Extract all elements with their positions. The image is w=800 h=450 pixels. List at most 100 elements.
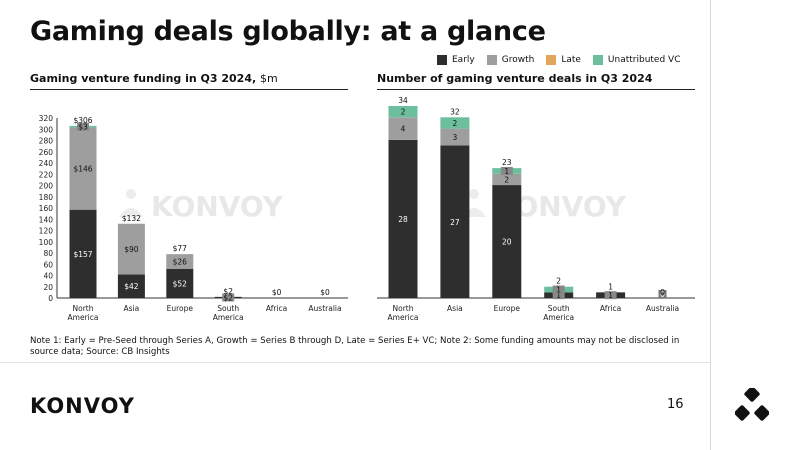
y-tick-label: 60 (43, 260, 53, 269)
x-tick-label: South (217, 304, 239, 313)
page-number: 16 (667, 397, 684, 412)
watermark-body-icon (119, 208, 143, 217)
y-tick-label: 160 (39, 204, 54, 213)
page-title: Gaming deals globally: at a glance (30, 16, 546, 47)
segment-label-unattributed-vc-north-america: 2 (401, 108, 406, 117)
x-tick-label: America (213, 313, 244, 322)
bar-growth-europe (492, 173, 522, 186)
watermark-head-icon (469, 189, 479, 199)
bar-unattributed-vc-north-america (388, 106, 418, 118)
footer-divider (0, 362, 710, 363)
bar-early-asia (440, 145, 470, 298)
legend-item-late: Late (546, 55, 581, 65)
y-tick-label: 300 (39, 125, 54, 134)
segment-label-growth-asia: 3 (453, 133, 458, 142)
segment-label-early-asia: $42 (124, 282, 139, 291)
x-tick-label: Asia (447, 304, 463, 313)
y-tick-label: 220 (39, 170, 54, 179)
small-label-bg (77, 122, 89, 131)
total-label-africa: $0 (272, 288, 282, 297)
bar-unattributed-vc-asia (440, 117, 470, 129)
x-tick-label: Africa (600, 304, 621, 313)
y-tick-label: 240 (39, 159, 54, 168)
bar-growth-asia (440, 128, 470, 146)
konvoy-mark-icon (735, 388, 769, 421)
x-tick-label: North (393, 304, 414, 313)
total-label-australia: 0 (660, 288, 665, 297)
total-label-asia: 32 (450, 107, 460, 116)
y-tick-label: 80 (43, 249, 53, 258)
total-label-europe: $77 (173, 244, 188, 253)
segment-label-early-south-america: 1 (556, 291, 561, 300)
segment-label-early-south-america: $2 (223, 293, 233, 302)
deals-chart-title: Number of gaming venture deals in Q3 202… (377, 72, 653, 85)
y-tick-label: 200 (39, 182, 54, 191)
legend-label-late: Late (561, 55, 581, 65)
x-tick-label: South (548, 304, 570, 313)
segment-label-growth-europe: $26 (173, 257, 188, 266)
y-tick-label: 40 (43, 272, 53, 281)
x-tick-label: America (388, 313, 419, 322)
legend-swatch-late (546, 55, 557, 65)
segment-label-early-asia: 27 (450, 218, 460, 227)
small-label-bg (222, 293, 235, 302)
small-label-bg (658, 290, 667, 298)
total-label-africa: 1 (608, 282, 613, 291)
segment-label-early-africa: 1 (608, 291, 613, 300)
watermark-text: KONVOY (151, 190, 284, 223)
bar-early-europe (492, 185, 522, 298)
legend-item-growth: Growth (486, 55, 534, 65)
segment-label-growth-north-america: $146 (73, 165, 92, 174)
total-label-australia: $0 (320, 288, 330, 297)
segment-label-growth-asia: $90 (124, 245, 139, 254)
legend-swatch-unattributed (592, 55, 603, 65)
y-tick-label: 280 (39, 137, 54, 146)
bar-early-north-america (388, 139, 418, 298)
x-tick-label: Africa (266, 304, 287, 313)
funding-chart-title: Gaming venture funding in Q3 2024, $m (30, 72, 278, 85)
segment-label-early-australia: 0 (660, 290, 665, 299)
segment-label-unattributed-vc-asia: 2 (453, 119, 458, 128)
total-label-asia: $132 (122, 214, 141, 223)
y-tick-label: 120 (39, 227, 54, 236)
x-tick-label: America (68, 313, 99, 322)
bar-early-north-america (69, 209, 97, 298)
y-tick-label: 100 (39, 238, 54, 247)
segment-label-unattributed-vc-south-america: 1 (556, 286, 561, 295)
total-label-south-america: $2 (223, 287, 233, 296)
right-divider (710, 0, 711, 450)
legend-label-unattributed: Unattributed VC (607, 55, 681, 65)
funding-chart-title-text: Gaming venture funding in Q3 2024, (30, 72, 257, 85)
segment-label-growth-north-america: 4 (401, 125, 406, 134)
footnote: Note 1: Early = Pre-Seed through Series … (30, 336, 680, 357)
segment-label-early-europe: 20 (502, 238, 512, 247)
bar-growth-north-america (69, 127, 97, 210)
segment-label-growth-europe: 2 (504, 175, 509, 184)
bar-growth-north-america (388, 117, 418, 140)
funding-chart-title-rule (30, 89, 348, 90)
x-tick-label: Europe (494, 304, 521, 313)
segment-label-unattributed-vc-north-america: $3 (78, 123, 88, 132)
bar-early-asia (117, 274, 145, 298)
bar-growth-asia (117, 223, 145, 275)
bar-growth-europe (166, 254, 194, 269)
bar-early-europe (166, 268, 194, 298)
legend-swatch-early (437, 55, 447, 65)
deals-chart-title-rule (377, 89, 695, 90)
segment-label-early-north-america: 28 (398, 215, 408, 224)
y-tick-label: 180 (39, 193, 54, 202)
x-tick-label: Europe (167, 304, 194, 313)
y-tick-label: 140 (39, 215, 54, 224)
konvoy-logo: KONVOY (30, 394, 135, 418)
x-tick-label: Australia (308, 304, 341, 313)
chart-legend: Early Growth Late Unattributed VC (437, 55, 680, 65)
y-tick-label: 260 (39, 148, 54, 157)
y-tick-label: 320 (39, 114, 54, 123)
x-tick-label: Asia (124, 304, 140, 313)
y-tick-label: 0 (48, 294, 53, 303)
legend-swatch-growth (486, 55, 497, 65)
funding-chart-unit: $m (260, 72, 278, 85)
small-label-bg (604, 291, 617, 300)
x-tick-label: America (543, 313, 574, 322)
